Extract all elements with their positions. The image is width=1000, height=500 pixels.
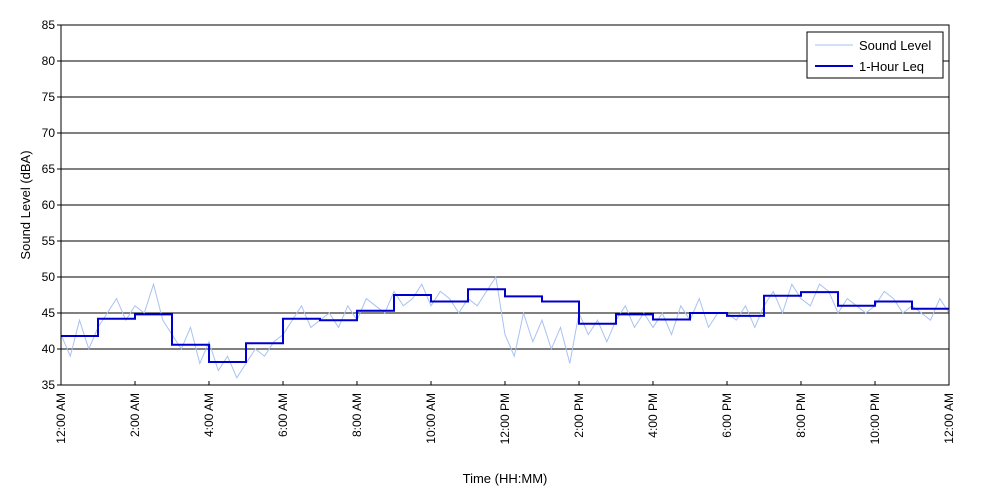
x-tick-label: 12:00 AM <box>942 393 956 444</box>
y-tick-label: 50 <box>42 270 56 284</box>
x-tick-label: 8:00 PM <box>794 393 808 438</box>
y-axis-title: Sound Level (dBA) <box>18 150 33 259</box>
y-tick-label: 60 <box>42 198 56 212</box>
sound-level-series <box>60 275 950 379</box>
y-tick-label: 70 <box>42 126 56 140</box>
leq-step-line <box>61 288 949 363</box>
y-tick-label: 55 <box>42 234 56 248</box>
x-tick-label: 8:00 AM <box>350 393 364 437</box>
legend-label-1-hour-leq: 1-Hour Leq <box>859 59 924 74</box>
x-tick-label: 10:00 AM <box>424 393 438 444</box>
x-axis-title: Time (HH:MM) <box>463 471 548 486</box>
y-tick-label: 65 <box>42 162 56 176</box>
y-tick-label: 35 <box>42 378 56 392</box>
y-tick-label: 75 <box>42 90 56 104</box>
legend: Sound Level 1-Hour Leq <box>806 31 944 79</box>
x-tick-label: 2:00 AM <box>128 393 142 437</box>
x-tick-label: 4:00 AM <box>202 393 216 437</box>
x-axis-ticks: 12:00 AM 2:00 AM 4:00 AM 6:00 AM 8:00 AM 10:0… <box>54 381 956 444</box>
x-tick-label: 6:00 PM <box>720 393 734 438</box>
y-tick-label: 45 <box>42 306 56 320</box>
x-tick-label: 10:00 PM <box>868 393 882 444</box>
legend-label-sound-level: Sound Level <box>859 38 931 53</box>
y-tick-label: 80 <box>42 54 56 68</box>
y-axis-ticks: 35 40 45 50 55 60 65 70 75 80 85 <box>42 18 61 392</box>
hourly-leq-series <box>61 288 949 363</box>
x-tick-label: 4:00 PM <box>646 393 660 438</box>
x-tick-label: 2:00 PM <box>572 393 586 438</box>
x-tick-label: 6:00 AM <box>276 393 290 437</box>
legend-box <box>806 31 944 79</box>
x-tick-label: 12:00 PM <box>498 393 512 444</box>
y-tick-label: 85 <box>42 18 56 32</box>
sound-level-line <box>60 275 950 379</box>
x-tick-label: 12:00 AM <box>54 393 68 444</box>
y-tick-label: 40 <box>42 342 56 356</box>
